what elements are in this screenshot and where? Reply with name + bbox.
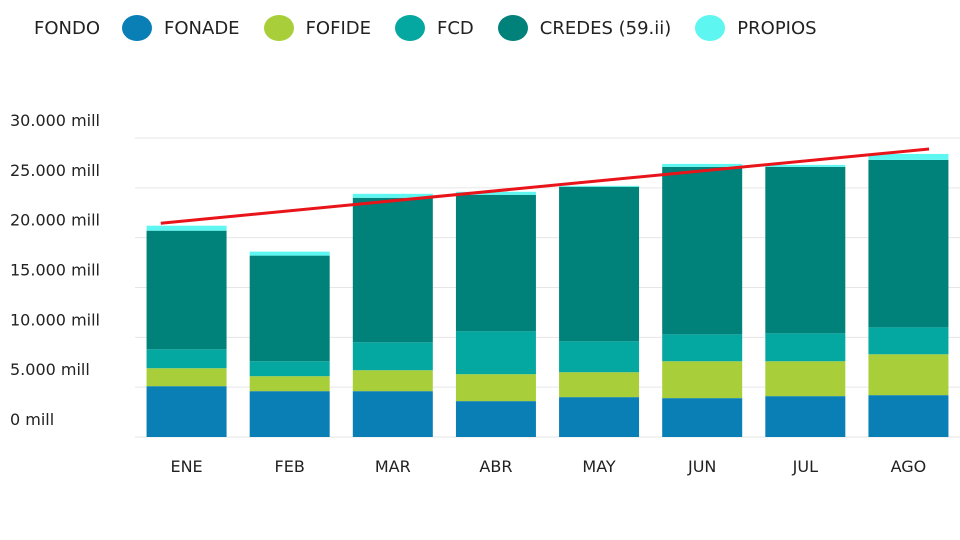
bar-segment	[249, 361, 330, 377]
bar-segment	[249, 376, 330, 392]
y-tick-label: 25.000 mill	[10, 161, 100, 180]
bar-segment	[146, 225, 227, 231]
bar-segment	[868, 327, 949, 355]
bar-segment	[662, 163, 743, 167]
bar-segment	[662, 334, 743, 362]
legend-swatch-fofide	[263, 15, 294, 41]
bar-segment	[455, 191, 536, 195]
bar-segment	[249, 255, 330, 362]
bar-segment	[868, 153, 949, 160]
bar-segment	[662, 398, 743, 437]
bar-segment	[455, 374, 536, 402]
legend-item-fcd[interactable]: FCD	[394, 15, 474, 41]
legend-label-fonade: FONADE	[164, 17, 240, 39]
bar-segment	[352, 391, 433, 437]
legend-label-fofide: FOFIDE	[305, 17, 371, 39]
legend-label-credes: CREDES (59.ii)	[539, 17, 672, 39]
bar-segment	[868, 395, 949, 437]
x-tick-label: JUL	[792, 457, 818, 476]
bar-segment	[868, 354, 949, 396]
y-tick-label: 20.000 mill	[10, 211, 100, 230]
legend-item-propios[interactable]: PROPIOS	[695, 15, 817, 41]
legend-label-fcd: FCD	[436, 17, 474, 39]
y-tick-label: 30.000 mill	[10, 111, 100, 130]
bar-segment	[455, 401, 536, 437]
legend-swatch-propios	[695, 15, 726, 41]
legend-swatch-fonade	[122, 15, 153, 41]
legend-swatch-fcd	[394, 15, 425, 41]
bar-segment	[559, 341, 640, 373]
y-tick-label: 5.000 mill	[10, 360, 90, 379]
x-tick-label: AGO	[891, 457, 927, 476]
bar-segment	[249, 251, 330, 256]
bar-segment	[352, 342, 433, 371]
bar-segment	[559, 186, 640, 342]
bar-segment	[249, 391, 330, 437]
bar-segment	[455, 194, 536, 332]
trend-line	[160, 147, 930, 225]
bar-segment	[559, 397, 640, 437]
bar-segment	[352, 197, 433, 343]
legend-label-propios: PROPIOS	[737, 17, 817, 39]
x-tick-label: FEB	[275, 457, 305, 476]
bar-segment	[868, 159, 949, 328]
x-tick-label: JUN	[687, 457, 716, 476]
legend-swatch-credes	[497, 15, 528, 41]
bar-segment	[559, 185, 640, 187]
bar-segment	[765, 166, 846, 334]
bar-segment	[662, 361, 743, 399]
bar-segment	[559, 372, 640, 398]
bar-segment	[352, 193, 433, 198]
bar-segment	[765, 396, 846, 437]
bar-segment	[146, 349, 227, 369]
bar-segment	[146, 368, 227, 387]
bar-segment	[765, 361, 846, 397]
bar-segment	[352, 370, 433, 392]
bar-segment	[662, 166, 743, 335]
x-tick-label: ABR	[479, 457, 512, 476]
legend-item-fofide[interactable]: FOFIDE	[263, 15, 371, 41]
bar-segment	[765, 333, 846, 362]
bar-segment	[455, 331, 536, 375]
x-tick-label: MAY	[582, 457, 616, 476]
legend-item-fonade[interactable]: FONADE	[122, 15, 240, 41]
chart-legend: FONDO FONADE FOFIDE FCD CREDES (59.ii) P…	[34, 14, 841, 42]
y-tick-label: 0 mill	[10, 410, 54, 429]
bar-segment	[146, 230, 227, 350]
legend-title: FONDO	[34, 17, 101, 39]
x-tick-label: MAR	[375, 457, 411, 476]
y-tick-label: 10.000 mill	[10, 310, 100, 329]
x-tick-label: ENE	[170, 457, 202, 476]
legend-item-credes[interactable]: CREDES (59.ii)	[497, 15, 672, 41]
bar-segment	[765, 164, 846, 167]
bar-segment	[146, 386, 227, 437]
y-tick-label: 15.000 mill	[10, 261, 100, 280]
